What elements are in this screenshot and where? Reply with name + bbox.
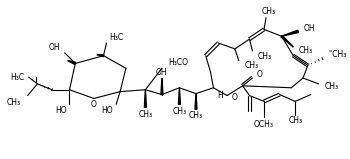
Polygon shape — [281, 35, 293, 47]
Polygon shape — [68, 61, 76, 65]
Text: HO: HO — [55, 106, 66, 115]
Text: OH: OH — [304, 24, 316, 33]
Text: ''CH₃: ''CH₃ — [328, 50, 346, 59]
Text: CH₃: CH₃ — [262, 7, 276, 16]
Polygon shape — [161, 78, 163, 95]
Text: HO: HO — [102, 106, 113, 115]
Text: CH₃: CH₃ — [172, 107, 187, 116]
Text: CH₃: CH₃ — [288, 116, 302, 125]
Polygon shape — [145, 90, 146, 107]
Text: OH: OH — [49, 43, 61, 52]
Text: CH₃: CH₃ — [299, 46, 313, 55]
Text: OCH₃: OCH₃ — [254, 120, 274, 129]
Text: H₃C: H₃C — [10, 73, 25, 82]
Polygon shape — [195, 94, 197, 109]
Text: H: H — [217, 91, 223, 100]
Text: O: O — [91, 100, 97, 109]
Text: H₃CO: H₃CO — [169, 58, 189, 67]
Text: O: O — [256, 70, 262, 79]
Text: CH₃: CH₃ — [257, 52, 271, 61]
Text: CH₃: CH₃ — [324, 82, 338, 91]
Text: CH₃: CH₃ — [7, 98, 21, 107]
Text: CH₃: CH₃ — [245, 61, 259, 70]
Text: H₃C: H₃C — [110, 33, 124, 42]
Polygon shape — [281, 30, 299, 36]
Polygon shape — [97, 55, 104, 57]
Polygon shape — [178, 88, 180, 104]
Text: CH₃: CH₃ — [189, 111, 203, 121]
Text: O: O — [232, 93, 238, 102]
Text: OH: OH — [156, 68, 168, 77]
Text: CH₃: CH₃ — [138, 110, 153, 119]
